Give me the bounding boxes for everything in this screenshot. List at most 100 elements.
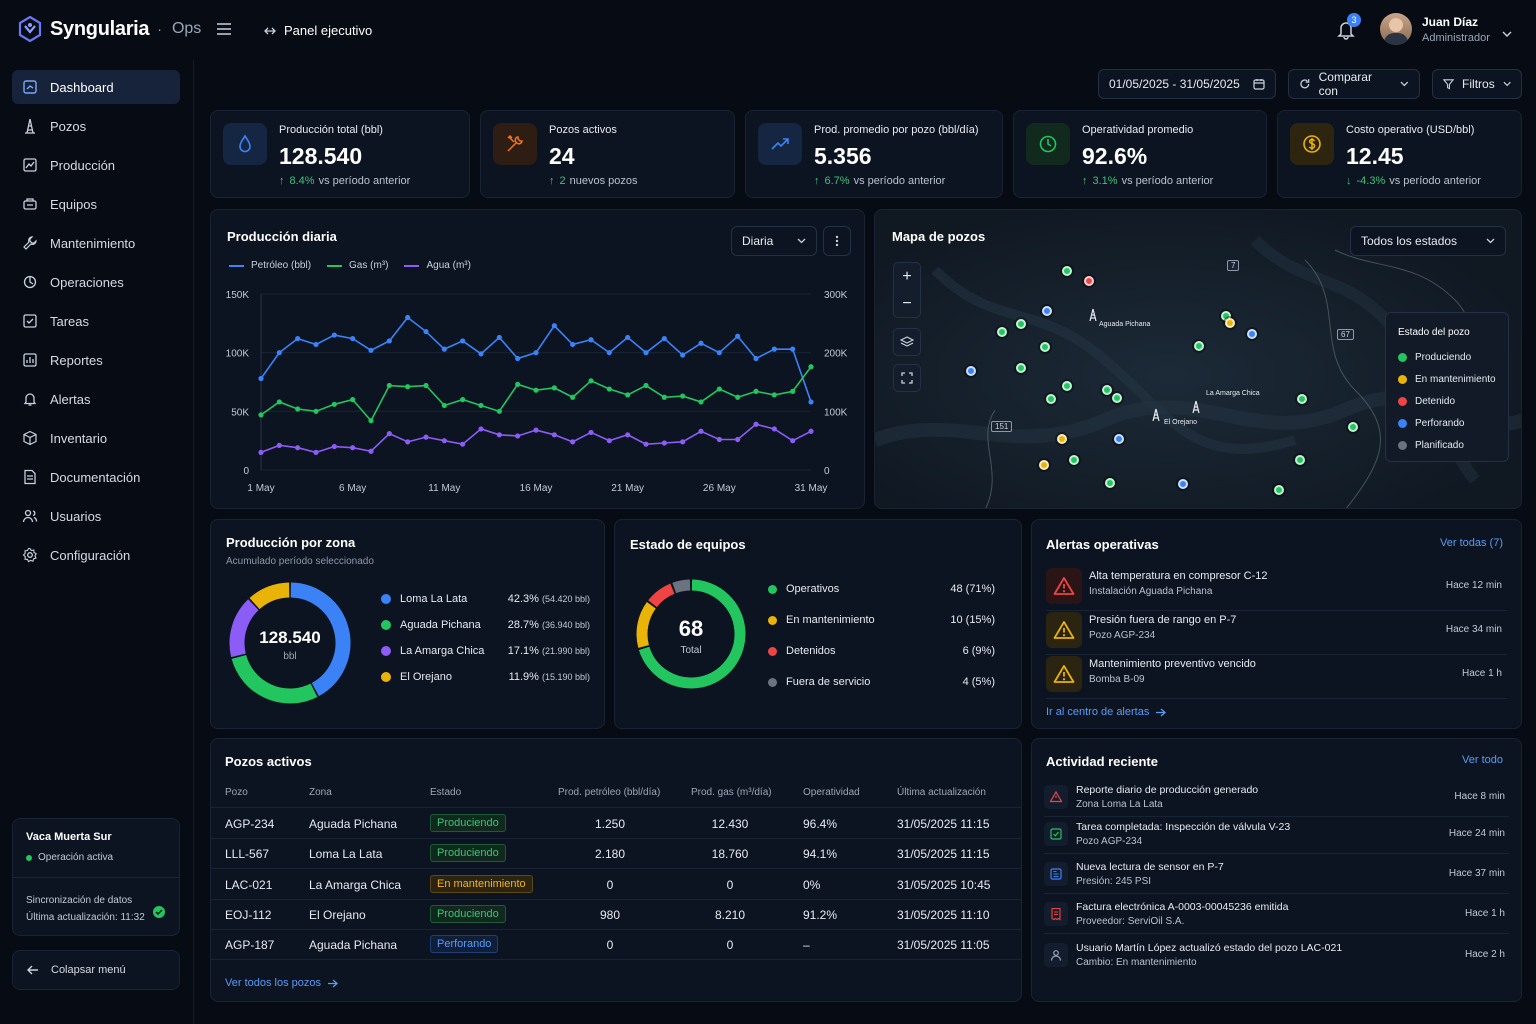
kpi-card[interactable]: Costo operativo (USD/bbl) 12.45 ↓ -4.3% vs p… xyxy=(1277,110,1522,198)
well-pin-blue[interactable] xyxy=(1178,479,1188,489)
map-state-filter[interactable]: Todos los estados xyxy=(1350,226,1506,256)
well-pin-green[interactable] xyxy=(1062,381,1072,391)
data-point xyxy=(643,441,649,447)
menu-toggle-icon[interactable] xyxy=(216,22,232,39)
well-pin-blue[interactable] xyxy=(1114,434,1124,444)
well-pin-green[interactable] xyxy=(1105,478,1115,488)
compare-dropdown[interactable]: Comparar con xyxy=(1288,69,1420,99)
sidebar-item-operaciones[interactable]: Operaciones xyxy=(12,265,180,299)
well-pin-green[interactable] xyxy=(997,327,1007,337)
alerts-center-link[interactable]: Ir al centro de alertas xyxy=(1046,706,1167,718)
table-header[interactable]: Estado xyxy=(430,787,462,798)
sidebar-item-tareas[interactable]: Tareas xyxy=(12,304,180,338)
well-pin-green[interactable] xyxy=(1040,342,1050,352)
kpi-card[interactable]: Prod. promedio por pozo (bbl/día) 5.356 ↑ 6… xyxy=(745,110,1003,198)
well-pin-yellow[interactable] xyxy=(1039,460,1049,470)
sidebar-item-inventario[interactable]: Inventario xyxy=(12,421,180,455)
well-pin-green[interactable] xyxy=(1016,319,1026,329)
well-pin-blue[interactable] xyxy=(966,366,976,376)
well-id[interactable]: LAC-021 xyxy=(225,877,273,892)
well-pin-blue[interactable] xyxy=(1042,306,1052,316)
activity-title[interactable]: Usuario Martín López actualizó estado de… xyxy=(1076,942,1343,954)
table-header[interactable]: Zona xyxy=(309,787,332,798)
data-point xyxy=(808,399,814,405)
well-pin-yellow[interactable] xyxy=(1057,434,1067,444)
table-row[interactable]: AGP-187 Aguada Pichana Perforando 0 0 – 31/05/… xyxy=(211,930,1021,961)
table-row[interactable]: LLL-567 Loma La Lata Produciendo 2.180 18.76… xyxy=(211,839,1021,870)
well-pin-green[interactable] xyxy=(1069,455,1079,465)
layers-button[interactable] xyxy=(893,328,921,356)
well-pin-green[interactable] xyxy=(1194,341,1204,351)
activity-title[interactable]: Tarea completada: Inspección de válvula … xyxy=(1076,821,1291,833)
status-badge: En mantenimiento xyxy=(430,874,533,893)
well-pin-green[interactable] xyxy=(1046,394,1056,404)
alerts-view-all-link[interactable]: Ver todas (7) xyxy=(1440,537,1503,549)
wells-view-all-link[interactable]: Ver todos los pozos xyxy=(225,977,339,989)
sidebar-item-documentacion[interactable]: Documentación xyxy=(12,460,180,494)
kpi-card[interactable]: Pozos activos 24 ↑ 2 nuevos pozos xyxy=(480,110,735,198)
sidebar-item-pozos[interactable]: Pozos xyxy=(12,109,180,143)
table-header[interactable]: Prod. gas (m³/día) xyxy=(691,787,772,798)
well-pin-red[interactable] xyxy=(1084,276,1094,286)
activity-title[interactable]: Reporte diario de producción generado xyxy=(1076,784,1259,796)
kpi-card[interactable]: Producción total (bbl) 128.540 ↑ 8.4% vs per… xyxy=(210,110,470,198)
alert-title[interactable]: Mantenimiento preventivo vencido xyxy=(1089,658,1256,670)
period-select[interactable]: Diaria xyxy=(731,226,817,256)
activity-title[interactable]: Factura electrónica A-0003-00045236 emit… xyxy=(1076,901,1289,913)
collapse-menu-button[interactable]: Colapsar menú xyxy=(12,950,180,990)
brand-logo[interactable]: Syngularia · Ops xyxy=(18,16,201,42)
activity-view-all-link[interactable]: Ver todo xyxy=(1462,754,1503,766)
sidebar-item-reportes[interactable]: Reportes xyxy=(12,343,180,377)
user-info[interactable]: Juan Díaz Administrador xyxy=(1422,15,1490,44)
notifications-button[interactable]: 3 xyxy=(1337,13,1361,43)
brand-dot: · xyxy=(157,21,162,37)
sidebar-item-configuracion[interactable]: Configuración xyxy=(12,538,180,572)
well-pin-green[interactable] xyxy=(1112,393,1122,403)
sidebar-item-alertas[interactable]: Alertas xyxy=(12,382,180,416)
well-id[interactable]: EOJ-112 xyxy=(225,907,272,922)
user-menu-chevron-icon[interactable] xyxy=(1502,26,1512,40)
breadcrumb[interactable]: Panel ejecutivo xyxy=(264,23,372,38)
table-row[interactable]: AGP-234 Aguada Pichana Produciendo 1.250 12.… xyxy=(211,809,1021,839)
table-header[interactable]: Pozo xyxy=(225,787,248,798)
sidebar-item-produccion[interactable]: Producción xyxy=(12,148,180,182)
well-pin-green[interactable] xyxy=(1297,394,1307,404)
legend-item[interactable]: Agua (m³) xyxy=(404,260,471,271)
well-pin-green[interactable] xyxy=(1062,266,1072,276)
well-id[interactable]: AGP-187 xyxy=(225,938,275,953)
well-pin-green[interactable] xyxy=(1102,385,1112,395)
zoom-in-icon[interactable]: + xyxy=(902,267,912,285)
well-pin-green[interactable] xyxy=(1274,485,1284,495)
well-pin-green[interactable] xyxy=(1016,363,1026,373)
well-pin-green[interactable] xyxy=(1295,455,1305,465)
well-id[interactable]: LLL-567 xyxy=(225,847,270,862)
sidebar-item-mantenimiento[interactable]: Mantenimiento xyxy=(12,226,180,260)
zoom-out-icon[interactable]: − xyxy=(902,294,912,312)
kpi-card[interactable]: Operatividad promedio 92.6% ↑ 3.1% vs períod… xyxy=(1013,110,1267,198)
well-pin-green[interactable] xyxy=(1348,422,1358,432)
date-range-picker[interactable]: 01/05/2025 - 31/05/2025 xyxy=(1098,69,1276,99)
fullscreen-button[interactable] xyxy=(893,364,921,392)
activity-title[interactable]: Nueva lectura de sensor en P-7 xyxy=(1076,861,1224,873)
alert-title[interactable]: Alta temperatura en compresor C-12 xyxy=(1089,570,1268,582)
well-id[interactable]: AGP-234 xyxy=(225,817,275,831)
sidebar-item-equipos[interactable]: Equipos xyxy=(12,187,180,221)
table-row[interactable]: EOJ-112 El Orejano Produciendo 980 8.210 91.2… xyxy=(211,900,1021,930)
sidebar-item-usuarios[interactable]: Usuarios xyxy=(12,499,180,533)
more-options-button[interactable] xyxy=(823,226,851,256)
sync-check-icon xyxy=(153,906,165,918)
equipment-count: 6 (9%) xyxy=(962,645,995,657)
data-point xyxy=(533,387,539,393)
table-header[interactable]: Última actualización xyxy=(897,787,986,798)
avatar[interactable] xyxy=(1380,13,1412,45)
alert-title[interactable]: Presión fuera de rango en P-7 xyxy=(1089,614,1237,626)
table-row[interactable]: LAC-021 La Amarga Chica En mantenimiento 0 0… xyxy=(211,870,1021,900)
sidebar-item-dashboard[interactable]: Dashboard xyxy=(12,70,180,104)
legend-item[interactable]: Gas (m³) xyxy=(327,260,388,271)
well-pin-yellow[interactable] xyxy=(1225,318,1235,328)
filters-button[interactable]: Filtros xyxy=(1432,69,1522,99)
well-pin-blue[interactable] xyxy=(1247,329,1257,339)
legend-item[interactable]: Petróleo (bbl) xyxy=(229,260,311,271)
table-header[interactable]: Prod. petróleo (bbl/día) xyxy=(558,787,661,798)
table-header[interactable]: Operatividad xyxy=(803,787,860,798)
